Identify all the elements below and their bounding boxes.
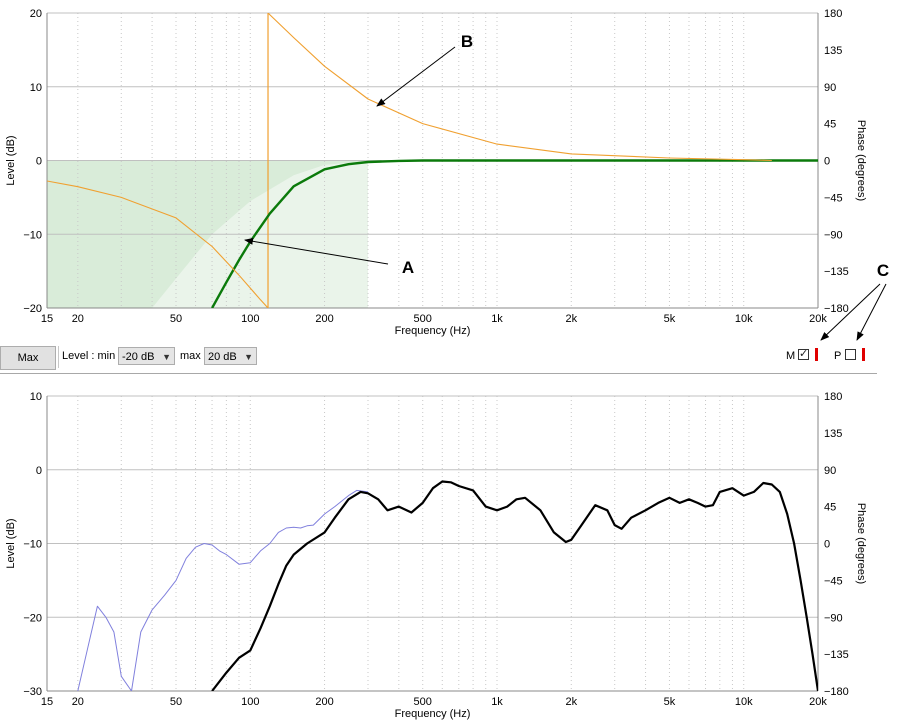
y-tick-label: −30 [23, 686, 42, 698]
y2-tick-label: −135 [824, 649, 849, 661]
y2-axis-title: Phase (degrees) [855, 503, 867, 584]
series-line-0 [77, 489, 369, 691]
y-tick-label: 20 [30, 8, 42, 20]
x-tick-label: 500 [414, 696, 432, 708]
y2-tick-label: −180 [824, 686, 849, 698]
y2-tick-label: 90 [824, 465, 836, 477]
x-tick-label: 50 [170, 696, 182, 708]
y-axis-title: Level (dB) [5, 518, 17, 568]
y2-tick-label: −180 [824, 303, 849, 315]
x-tick-label: 500 [414, 313, 432, 325]
x-tick-label: 100 [241, 313, 259, 325]
x-tick-label: 2k [565, 313, 577, 325]
panel-divider [0, 373, 877, 374]
annotation-arrow [376, 46, 456, 107]
m-color-indicator [815, 348, 818, 361]
p-label: P [834, 350, 842, 362]
series-line-2 [267, 13, 772, 162]
series-line-1 [47, 180, 269, 308]
y-tick-label: 10 [30, 82, 42, 94]
x-tick-label: 20k [809, 313, 827, 325]
y2-tick-label: −45 [824, 575, 843, 587]
m-label: M [786, 350, 796, 362]
x-axis-title: Frequency (Hz) [395, 325, 471, 337]
y2-tick-label: −135 [824, 266, 849, 278]
y-tick-label: −10 [23, 229, 42, 241]
m-checkbox[interactable]: ✓ [798, 348, 809, 360]
annotation-arrow [856, 283, 887, 341]
annotation-label-b: B [461, 32, 473, 51]
y2-axis-title: Phase (degrees) [855, 120, 867, 201]
chart-toolbar: Max Level : min -20 dB ▼ max 20 dB ▼ M ✓… [0, 344, 911, 376]
x-tick-label: 10k [735, 313, 753, 325]
annotation-arrow [244, 237, 389, 265]
x-tick-label: 50 [170, 313, 182, 325]
x-tick-label: 2k [565, 696, 577, 708]
y2-tick-label: −45 [824, 192, 843, 204]
y2-tick-label: 90 [824, 82, 836, 94]
series-line-1 [211, 480, 818, 691]
y2-tick-label: 45 [824, 119, 836, 131]
chevron-down-icon: ▼ [162, 352, 171, 362]
x-tick-label: 1k [491, 696, 503, 708]
y2-tick-label: 135 [824, 45, 842, 57]
check-icon: ✓ [799, 348, 809, 360]
level-max-label: max [180, 350, 201, 362]
annotation-arrow [820, 283, 881, 341]
level-max-select[interactable]: 20 dB ▼ [204, 347, 257, 365]
p-checkbox[interactable] [845, 349, 856, 360]
chevron-down-icon: ▼ [244, 352, 253, 362]
x-tick-label: 20 [72, 696, 84, 708]
y2-tick-label: 135 [824, 428, 842, 440]
y2-tick-label: 0 [824, 156, 830, 168]
y-tick-label: 10 [30, 391, 42, 403]
toolbar-divider [58, 346, 59, 368]
x-tick-label: 200 [315, 313, 333, 325]
x-tick-label: 20 [72, 313, 84, 325]
y2-tick-label: 180 [824, 391, 842, 403]
level-min-select[interactable]: -20 dB ▼ [118, 347, 175, 365]
y2-tick-label: −90 [824, 612, 843, 624]
y-tick-label: 0 [36, 465, 42, 477]
x-tick-label: 15 [41, 313, 53, 325]
x-axis-title: Frequency (Hz) [395, 708, 471, 720]
y-tick-label: 0 [36, 156, 42, 168]
y-axis-title: Level (dB) [5, 135, 17, 185]
y-tick-label: −10 [23, 539, 42, 551]
p-color-indicator [862, 348, 865, 361]
annotation-label-a: A [402, 258, 414, 277]
x-tick-label: 15 [41, 696, 53, 708]
annotation-label-c: C [877, 261, 889, 280]
y-tick-label: −20 [23, 612, 42, 624]
y2-tick-label: −90 [824, 229, 843, 241]
level-max-value: 20 dB [208, 351, 237, 363]
x-tick-label: 100 [241, 696, 259, 708]
y2-tick-label: 0 [824, 539, 830, 551]
x-tick-label: 10k [735, 696, 753, 708]
x-tick-label: 5k [664, 696, 676, 708]
max-button[interactable]: Max [0, 346, 56, 370]
level-min-value: -20 dB [122, 351, 155, 363]
x-tick-label: 5k [664, 313, 676, 325]
x-tick-label: 1k [491, 313, 503, 325]
y-tick-label: −20 [23, 303, 42, 315]
series-line-0 [211, 159, 818, 308]
x-tick-label: 20k [809, 696, 827, 708]
y2-tick-label: 180 [824, 8, 842, 20]
x-tick-label: 200 [315, 696, 333, 708]
y2-tick-label: 45 [824, 502, 836, 514]
level-min-label: Level : min [62, 350, 116, 362]
